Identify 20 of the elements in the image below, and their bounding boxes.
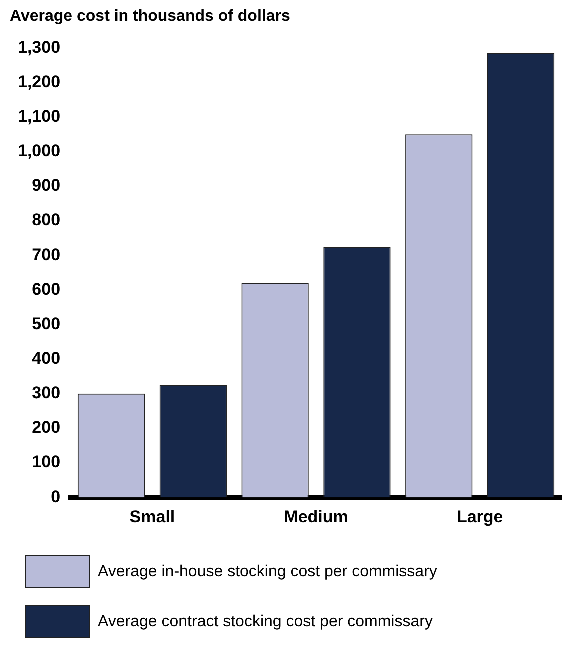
y-tick-label: 300 xyxy=(32,384,61,403)
y-tick-label: 600 xyxy=(32,280,61,299)
y-tick-label: 200 xyxy=(32,418,61,438)
y-tick-label: 800 xyxy=(32,210,61,230)
y-tick-label: 400 xyxy=(32,349,61,368)
y-tick-label: 900 xyxy=(32,176,61,196)
y-tick-label: 1,300 xyxy=(18,38,61,57)
legend-label: Average in-house stocking cost per commissary xyxy=(98,563,438,580)
legend-label: Average contract stocking cost per commissary xyxy=(98,613,433,630)
x-tick-label: Small xyxy=(130,507,176,526)
y-tick-label: 0 xyxy=(51,487,61,506)
y-tick-label: 100 xyxy=(32,452,61,472)
x-tick-label: Medium xyxy=(284,507,348,526)
y-axis-title: Average cost in thousands of dollars xyxy=(10,8,292,26)
y-tick-label: 500 xyxy=(32,314,61,334)
x-tick-label: Large xyxy=(456,507,504,526)
y-tick-label: 1,000 xyxy=(18,142,61,161)
y-tick-label: 1,100 xyxy=(18,107,61,126)
y-tick-label: 700 xyxy=(32,245,61,264)
y-tick-label: 1,200 xyxy=(18,72,61,92)
